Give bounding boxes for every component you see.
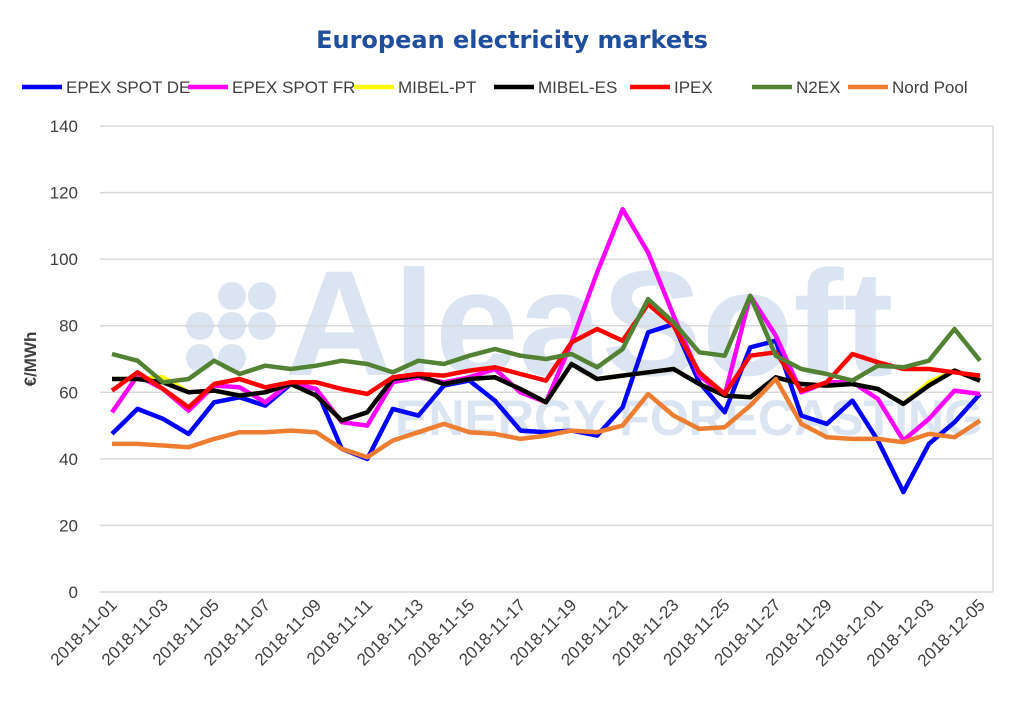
legend-item: N2EX <box>752 78 840 97</box>
y-tick-label: 100 <box>50 250 78 269</box>
legend-label: EPEX SPOT DE <box>66 78 190 97</box>
legend-item: EPEX SPOT FR <box>188 78 355 97</box>
legend-item: MIBEL-PT <box>354 78 476 97</box>
y-tick-label: 40 <box>59 450 78 469</box>
legend-label: N2EX <box>796 78 840 97</box>
legend-label: IPEX <box>674 78 713 97</box>
series-line-n2ex <box>111 293 982 385</box>
y-tick-label: 0 <box>69 583 78 602</box>
series-line-epex-spot-de <box>110 321 982 495</box>
watermark-logo-text: AleaSoft <box>285 239 893 407</box>
series-line-ipex <box>110 301 981 410</box>
legend-item: MIBEL-ES <box>494 78 617 97</box>
chart-title: European electricity markets <box>316 26 708 54</box>
y-tick-label: 120 <box>50 184 78 203</box>
y-tick-label: 140 <box>50 117 78 136</box>
series-line-mibel-es <box>112 361 981 423</box>
legend-item: Nord Pool <box>848 78 968 97</box>
y-tick-label: 60 <box>59 383 78 402</box>
legend-label: Nord Pool <box>892 78 968 97</box>
legend-label: EPEX SPOT FR <box>232 78 355 97</box>
y-axis-label: €/MWh <box>21 332 40 387</box>
legend-label: MIBEL-ES <box>538 78 617 97</box>
legend-label: MIBEL-PT <box>398 78 476 97</box>
legend-item: IPEX <box>630 78 713 97</box>
y-tick-label: 80 <box>59 317 78 336</box>
y-tick-label: 20 <box>59 516 78 535</box>
series-line-nord-pool <box>112 376 982 460</box>
legend-item: EPEX SPOT DE <box>22 78 190 97</box>
